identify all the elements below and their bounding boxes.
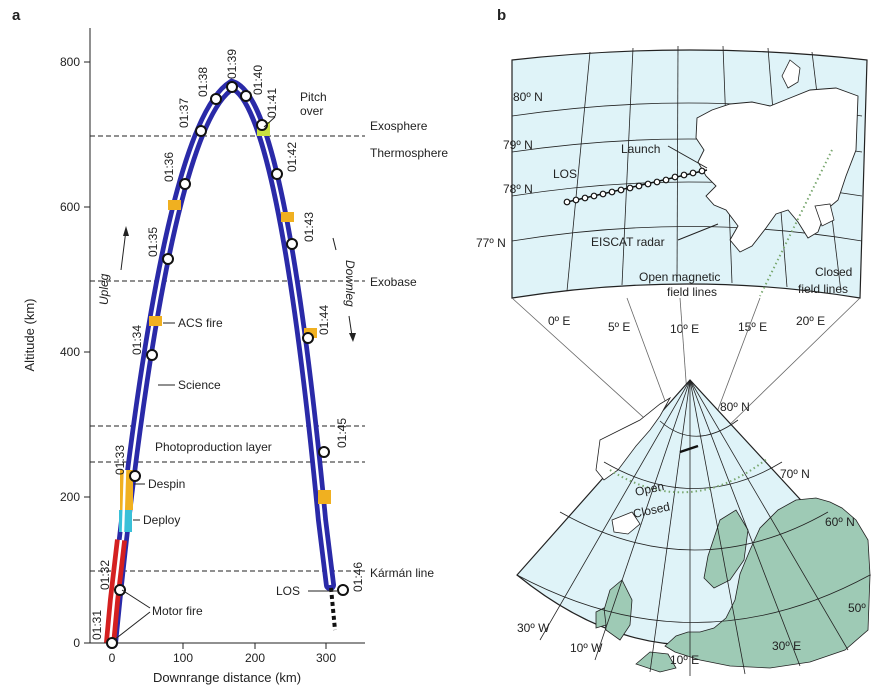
los-label: LOS <box>276 584 300 598</box>
field-boundary <box>759 149 833 297</box>
lower-lon-label: 30º E <box>772 639 801 653</box>
exosphere-label: Exosphere <box>370 119 428 133</box>
time-label: 01:32 <box>98 560 112 590</box>
panel-b-label: b <box>497 7 506 24</box>
time-label: 01:46 <box>351 562 365 592</box>
open-label: Open <box>634 479 666 499</box>
photoproduction-label: Photoproduction layer <box>155 440 272 454</box>
time-label: 01:41 <box>265 88 279 118</box>
panel-a-label: a <box>12 7 21 24</box>
time-label: 01:42 <box>285 142 299 172</box>
lon-label: 10º E <box>670 322 699 336</box>
lower-map: 80º N 70º N 60º N 50º 30º W 10º W 10º E … <box>516 379 871 676</box>
time-label: 01:39 <box>225 49 239 79</box>
lower-ground-track <box>679 444 699 454</box>
scandinavia-land <box>664 497 871 669</box>
time-label: 01:45 <box>335 418 349 448</box>
iceland-land <box>611 511 641 535</box>
lon-label: 5º E <box>608 320 630 334</box>
x-axis-label: Downrange distance (km) <box>153 670 301 685</box>
trajectory <box>104 78 349 649</box>
time-label: 01:34 <box>130 325 144 355</box>
pitch-label: Pitch <box>300 90 327 104</box>
motor-fire-label: Motor fire <box>152 604 203 618</box>
x-tick-label: 100 <box>173 651 193 665</box>
time-label: 01:40 <box>251 65 265 95</box>
panel-a: a 0 200 400 600 800 0 100 200 300 <box>12 7 448 685</box>
lower-lat-label: 70º N <box>780 467 810 481</box>
x-tick-label: 300 <box>316 651 336 665</box>
x-tick-label: 200 <box>245 651 265 665</box>
eiscat-label: EISCAT radar <box>591 235 665 249</box>
time-labels: 01:31 01:32 01:33 01:34 01:35 01:36 01:3… <box>90 49 365 640</box>
panel-a-annotations: Pitch over ACS fire Science Despin Deplo… <box>97 90 357 641</box>
los-map-label: LOS <box>553 167 577 181</box>
time-label: 01:44 <box>317 305 331 335</box>
x-tick-label: 0 <box>109 651 116 665</box>
closed-field-label-1: Closed <box>815 265 852 279</box>
y-axis-label: Altitude (km) <box>22 299 37 372</box>
exobase-label: Exobase <box>370 275 417 289</box>
ground-track <box>563 167 708 206</box>
lower-lat-label: 50º <box>848 601 866 615</box>
time-label: 01:33 <box>113 445 127 475</box>
los-tail <box>329 587 337 631</box>
y-tick-label: 800 <box>60 55 80 69</box>
launch-label: Launch <box>621 142 660 156</box>
time-label: 01:43 <box>302 212 316 242</box>
over-label: over <box>300 104 323 118</box>
ireland-land <box>595 607 607 629</box>
lat-label: 78º N <box>503 182 533 196</box>
upleg-label: Upleg <box>97 273 111 305</box>
upleg-arrow-icon <box>123 226 129 236</box>
lower-lat-label: 80º N <box>720 400 750 414</box>
lower-lon-label: 10º E <box>670 653 699 667</box>
y-tick-label: 200 <box>60 490 80 504</box>
time-label: 01:36 <box>162 152 176 182</box>
lower-lat-label: 60º N <box>825 515 855 529</box>
norway-land <box>703 509 749 589</box>
y-tick-label: 400 <box>60 345 80 359</box>
y-ticks: 0 200 400 600 800 <box>60 55 90 650</box>
lat-label: 77º N <box>476 236 506 250</box>
y-tick-label: 600 <box>60 200 80 214</box>
karman-label: Kármán line <box>370 566 434 580</box>
thermosphere-label: Thermosphere <box>370 146 448 160</box>
time-markers <box>106 81 349 649</box>
downleg-label: Downleg <box>343 260 357 307</box>
greenland-land <box>595 396 672 481</box>
lat-label: 80º N <box>513 90 543 104</box>
lon-label: 20º E <box>796 314 825 328</box>
despin-label: Despin <box>148 477 185 491</box>
lat-label: 79º N <box>503 138 533 152</box>
lon-label: 0º E <box>548 314 570 328</box>
lower-lon-label: 10º W <box>570 641 603 655</box>
acs-fire-label: ACS fire <box>178 316 223 330</box>
open-field-label-2: field lines <box>667 285 717 299</box>
y-tick-label: 0 <box>73 636 80 650</box>
open-field-label-1: Open magnetic <box>639 270 720 284</box>
time-label: 01:35 <box>146 227 160 257</box>
lon-label: 15º E <box>738 320 767 334</box>
science-label: Science <box>178 378 221 392</box>
panel-b: b <box>476 7 871 676</box>
deploy-segment <box>119 510 132 532</box>
downleg-arrow-icon <box>349 333 356 342</box>
x-ticks: 0 100 200 300 <box>109 643 336 665</box>
lower-lon-label: 30º W <box>517 621 550 635</box>
time-label: 01:31 <box>90 610 104 640</box>
closed-field-label-2: field lines <box>798 282 848 296</box>
time-label: 01:37 <box>177 98 191 128</box>
acs-fire-marker <box>149 316 162 326</box>
upper-map: 80º N 79º N 78º N 77º N 0º E 5º E 10º E … <box>476 45 868 336</box>
time-label: 01:38 <box>196 67 210 97</box>
layer-lines <box>90 135 365 572</box>
deploy-label: Deploy <box>143 513 180 527</box>
